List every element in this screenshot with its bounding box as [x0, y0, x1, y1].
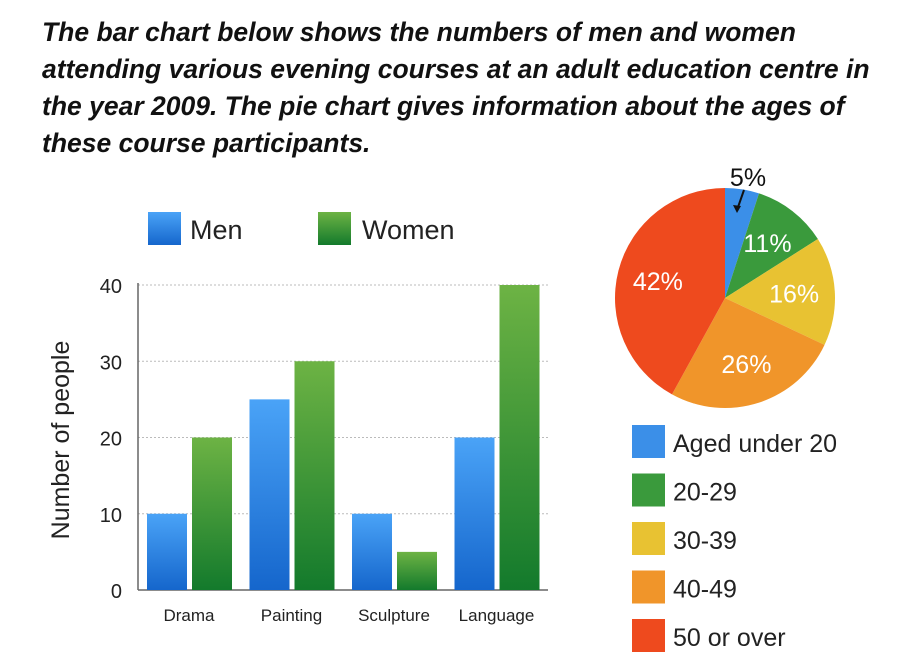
bar-men-language [454, 437, 495, 590]
bar-women-drama [192, 437, 232, 590]
y-axis-label: Number of people [47, 341, 75, 540]
y-tick-label: 30 [100, 352, 122, 374]
bar-women-painting [294, 361, 335, 590]
legend-swatch [632, 425, 665, 458]
pie-slice-30-39 [725, 239, 835, 345]
x-tick-label: Drama [163, 606, 215, 625]
pie-label: 42% [633, 268, 683, 296]
arrow-head [733, 205, 741, 213]
legend-label: 40-49 [673, 576, 737, 604]
pie-label: 5% [730, 164, 766, 192]
legend-swatch [632, 570, 665, 604]
y-tick-label: 0 [111, 581, 122, 603]
bar-women-language [499, 285, 540, 590]
pie-slice-50-or-over [614, 188, 725, 395]
legend-swatch-men [148, 212, 181, 245]
x-tick-label: Sculpture [358, 606, 430, 625]
legend-swatch [632, 473, 665, 507]
legend-label: Aged under 20 [673, 430, 837, 458]
legend-swatch [632, 619, 665, 652]
pie-slice-20-29 [725, 193, 818, 298]
y-tick-label: 10 [100, 505, 122, 527]
pie-label: 26% [721, 351, 771, 379]
pie-label: 16% [769, 281, 819, 309]
bar-men-drama [147, 513, 187, 590]
pie-slice-40-49 [672, 298, 825, 408]
x-tick-label: Language [459, 606, 535, 625]
legend-label: 20-29 [673, 479, 737, 507]
legend-label: 30-39 [673, 527, 737, 555]
y-tick-label: 20 [100, 429, 122, 451]
x-tick-label: Painting [261, 606, 322, 625]
legend-swatch [632, 522, 665, 555]
pie-label: 11% [743, 230, 791, 258]
legend-label: Men [190, 215, 243, 245]
y-tick-label: 40 [100, 276, 122, 298]
chart-title: The bar chart below shows the numbers of… [42, 17, 870, 158]
pie-slice-aged-under-20 [725, 188, 759, 298]
legend-label: 50 or over [673, 624, 786, 652]
legend-swatch-women [318, 212, 351, 245]
bar-men-sculpture [352, 513, 392, 590]
bar-men-painting [249, 399, 290, 590]
bar-women-sculpture [397, 551, 437, 590]
legend-label: Women [362, 215, 455, 245]
